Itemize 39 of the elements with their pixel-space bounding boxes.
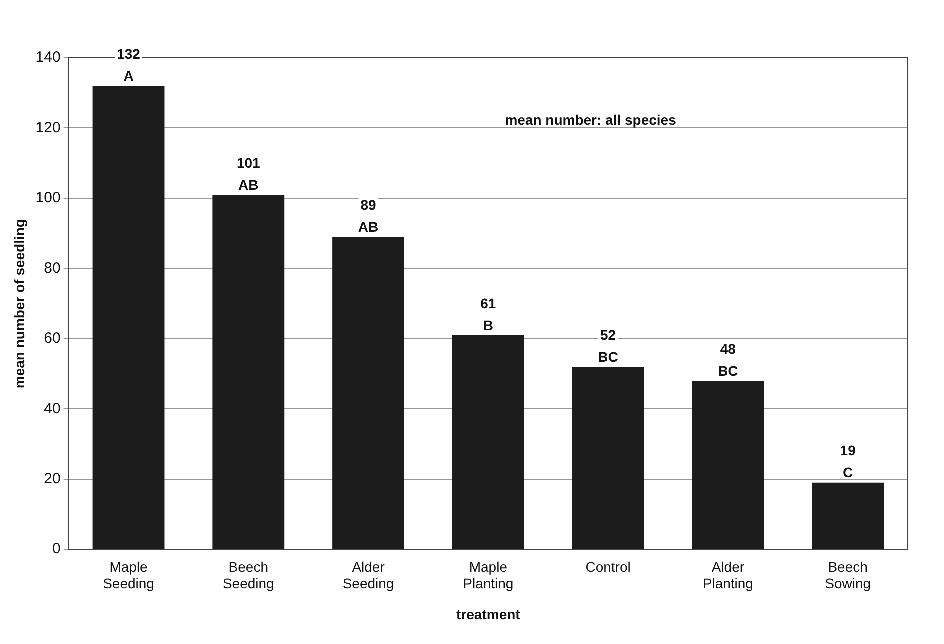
data-label: 101: [236, 154, 261, 171]
annotation: BC: [598, 348, 618, 365]
annotation: AB: [358, 218, 379, 235]
data-label: 89: [360, 196, 377, 213]
data-label: 52: [600, 326, 616, 343]
data-label: 19: [840, 442, 856, 459]
bar: [212, 194, 285, 550]
annotation: C: [842, 464, 854, 481]
annotation: mean number: all species: [505, 112, 677, 128]
bar: [572, 367, 644, 550]
x-tick-label: Maple Seeding: [103, 558, 154, 592]
y-tick-label: 60: [44, 330, 61, 348]
y-tick-label: 40: [44, 400, 61, 418]
y-axis-title: mean number of seedling: [11, 219, 28, 389]
data-label: 61: [480, 295, 496, 312]
data-label: 132: [117, 46, 141, 62]
x-tick-label: Alder Seeding: [342, 558, 394, 592]
data-label: 48: [720, 340, 736, 357]
x-tick-label: Beech Sowing: [825, 558, 872, 592]
bar: [692, 381, 764, 550]
annotation: A: [124, 68, 134, 84]
annotation: AB: [238, 176, 259, 193]
x-tick-label: Control: [586, 558, 631, 575]
bar: [812, 482, 884, 550]
bar: [332, 237, 404, 550]
x-tick-label: Beech Seeding: [222, 558, 274, 592]
y-tick-label: 20: [44, 470, 61, 488]
y-tick-label: 120: [36, 119, 61, 136]
x-axis-title: treatment: [456, 606, 521, 622]
bar: [452, 335, 524, 550]
y-tick-label: 0: [52, 540, 61, 558]
y-tick-label: 100: [36, 190, 61, 207]
x-tick-label: Maple Planting: [463, 558, 514, 592]
y-tick-label: 140: [36, 49, 61, 66]
x-tick-label: Alder Planting: [702, 558, 754, 592]
bar: [92, 86, 165, 550]
annotation: B: [483, 317, 494, 334]
y-tick-label: 80: [44, 260, 61, 277]
annotation: BC: [718, 362, 738, 379]
